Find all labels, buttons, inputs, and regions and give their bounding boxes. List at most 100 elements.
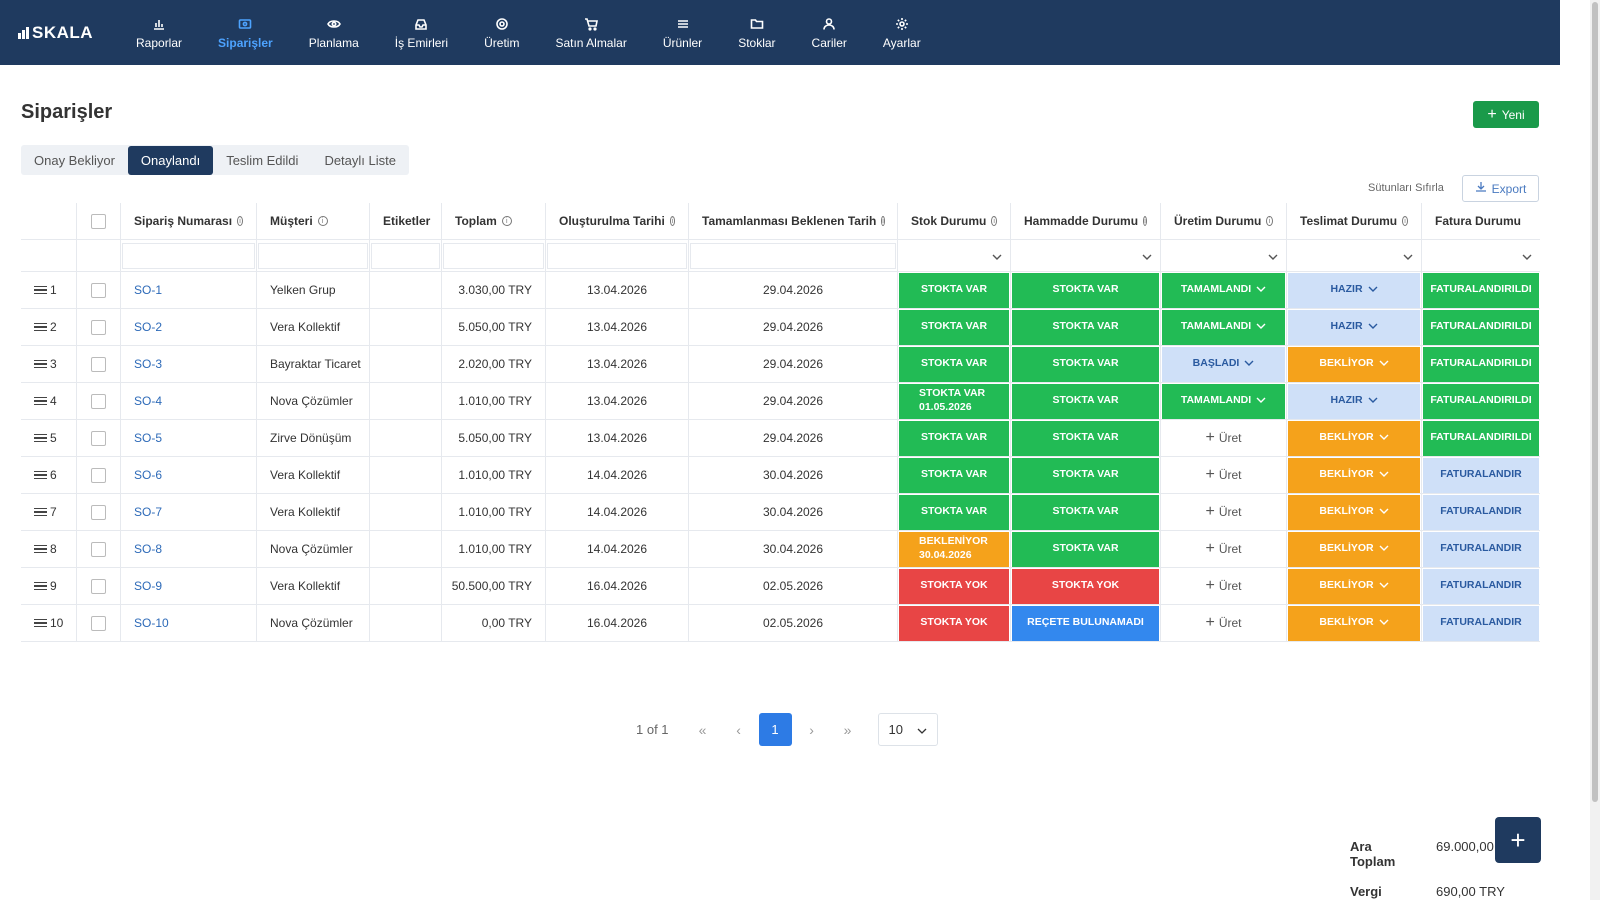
order-link[interactable]: SO-6: [134, 468, 163, 482]
filter-expected[interactable]: [689, 240, 898, 271]
order-link[interactable]: SO-3: [134, 357, 163, 371]
row-checkbox[interactable]: [91, 282, 106, 298]
delivery-status-badge[interactable]: BEKLİYOR: [1288, 568, 1420, 604]
nav-item-folder[interactable]: Stoklar: [720, 0, 793, 65]
export-button[interactable]: Export: [1462, 175, 1539, 202]
delivery-status-badge[interactable]: BEKLİYOR: [1288, 531, 1420, 567]
produce-button[interactable]: + Üret: [1205, 541, 1241, 557]
info-icon[interactable]: i: [669, 216, 675, 226]
info-icon[interactable]: i: [991, 216, 997, 226]
filter-created[interactable]: [546, 240, 689, 271]
filter-stock[interactable]: [898, 240, 1011, 271]
column-header-delivery[interactable]: Teslimat Durumu i: [1287, 203, 1422, 239]
order-link[interactable]: SO-5: [134, 431, 163, 445]
filter-production[interactable]: [1161, 240, 1287, 271]
row-checkbox[interactable]: [91, 319, 106, 335]
delivery-status-badge[interactable]: BEKLİYOR: [1288, 346, 1420, 382]
column-header-customer[interactable]: Müşteri i: [257, 203, 370, 239]
delivery-status-badge[interactable]: BEKLİYOR: [1288, 605, 1420, 641]
select-all-checkbox[interactable]: [91, 213, 106, 229]
delivery-status-badge[interactable]: HAZIR: [1288, 383, 1420, 419]
produce-button[interactable]: + Üret: [1205, 504, 1241, 520]
table-row[interactable]: 3 SO-3 Bayraktar Ticaret 2.020,00 TRY 13.04.…: [21, 346, 1540, 383]
next-page-button[interactable]: ›: [809, 721, 814, 738]
filter-delivery[interactable]: [1287, 240, 1422, 271]
drag-handle[interactable]: 6: [34, 468, 57, 482]
column-header-total[interactable]: Toplam i: [442, 203, 546, 239]
nav-item-chart[interactable]: Raporlar: [118, 0, 200, 65]
produce-button[interactable]: + Üret: [1205, 615, 1241, 631]
drag-handle[interactable]: 8: [34, 542, 57, 556]
table-row[interactable]: 5 SO-5 Zirve Dönüşüm 5.050,00 TRY 13.04.2026…: [21, 420, 1540, 457]
tab-2[interactable]: Teslim Edildi: [226, 152, 299, 168]
last-page-button[interactable]: »: [843, 721, 852, 738]
drag-handle[interactable]: 7: [34, 505, 57, 519]
order-link[interactable]: SO-7: [134, 505, 163, 519]
production-status-badge[interactable]: TAMAMLANDI: [1162, 383, 1285, 419]
nav-item-eye[interactable]: Planlama: [291, 0, 377, 65]
row-checkbox[interactable]: [91, 393, 106, 409]
drag-handle[interactable]: 9: [34, 579, 57, 593]
column-header-tags[interactable]: Etiketler: [370, 203, 442, 239]
table-row[interactable]: 6 SO-6 Vera Kollektif 1.010,00 TRY 14.04.202…: [21, 457, 1540, 494]
info-icon[interactable]: i: [1402, 216, 1408, 226]
new-order-button[interactable]: + Yeni: [1473, 101, 1539, 128]
nav-item-settings[interactable]: Ayarlar: [865, 0, 939, 65]
table-row[interactable]: 1 SO-1 Yelken Grup 3.030,00 TRY 13.04.2026 29…: [21, 272, 1540, 309]
row-checkbox[interactable]: [91, 430, 106, 446]
column-header-stock[interactable]: Stok Durumu i: [898, 203, 1011, 239]
column-header-created[interactable]: Oluşturulma Tarihi i: [546, 203, 689, 239]
info-icon[interactable]: i: [881, 216, 885, 226]
filter-input[interactable]: [258, 242, 368, 269]
delivery-status-badge[interactable]: BEKLİYOR: [1288, 494, 1420, 530]
filter-order_no[interactable]: [121, 240, 257, 271]
column-header-order_no[interactable]: Sipariş Numarası i: [121, 203, 257, 239]
delivery-status-badge[interactable]: BEKLİYOR: [1288, 457, 1420, 493]
nav-item-inbox[interactable]: İş Emirleri: [377, 0, 466, 65]
filter-total[interactable]: [442, 240, 546, 271]
row-checkbox[interactable]: [91, 356, 106, 372]
filter-input[interactable]: [371, 242, 440, 269]
filter-input[interactable]: [690, 242, 896, 269]
order-link[interactable]: SO-10: [134, 616, 169, 630]
first-page-button[interactable]: «: [698, 721, 707, 738]
drag-handle[interactable]: 4: [34, 394, 57, 408]
production-status-badge[interactable]: TAMAMLANDI: [1162, 272, 1285, 308]
filter-input[interactable]: [547, 242, 687, 269]
drag-handle[interactable]: 1: [34, 283, 57, 297]
row-checkbox[interactable]: [91, 615, 106, 631]
drag-handle[interactable]: 2: [34, 320, 57, 334]
drag-handle[interactable]: 5: [34, 431, 57, 445]
tab-3[interactable]: Detaylı Liste: [324, 152, 396, 168]
delivery-status-badge[interactable]: BEKLİYOR: [1288, 420, 1420, 456]
produce-button[interactable]: + Üret: [1205, 578, 1241, 594]
order-link[interactable]: SO-2: [134, 320, 163, 334]
filter-material[interactable]: [1011, 240, 1161, 271]
filter-input[interactable]: [122, 242, 255, 269]
filter-customer[interactable]: [257, 240, 370, 271]
table-row[interactable]: 4 SO-4 Nova Çözümler 1.010,00 TRY 13.04.2026…: [21, 383, 1540, 420]
nav-item-list[interactable]: Ürünler: [645, 0, 720, 65]
scrollbar-thumb[interactable]: [1592, 2, 1598, 802]
produce-button[interactable]: + Üret: [1205, 467, 1241, 483]
reset-columns-link[interactable]: Sütunları Sıfırla: [1368, 182, 1444, 194]
delivery-status-badge[interactable]: HAZIR: [1288, 272, 1420, 308]
order-link[interactable]: SO-8: [134, 542, 163, 556]
page-scrollbar[interactable]: [1590, 0, 1600, 900]
nav-item-orders[interactable]: Siparişler: [200, 0, 291, 65]
column-header-production[interactable]: Üretim Durumu i: [1161, 203, 1287, 239]
page-button-current[interactable]: 1: [758, 713, 792, 746]
nav-item-user[interactable]: Cariler: [794, 0, 865, 65]
info-icon[interactable]: i: [1266, 216, 1273, 226]
info-icon[interactable]: i: [317, 216, 328, 226]
row-checkbox[interactable]: [91, 541, 106, 557]
row-checkbox[interactable]: [91, 578, 106, 594]
tab-1[interactable]: Onaylandı: [127, 145, 214, 175]
production-status-badge[interactable]: BAŞLADI: [1162, 346, 1285, 382]
drag-handle[interactable]: 10: [34, 616, 63, 630]
filter-invoice[interactable]: [1422, 240, 1540, 271]
order-link[interactable]: SO-1: [134, 283, 163, 297]
nav-item-gear[interactable]: Üretim: [466, 0, 537, 65]
table-row[interactable]: 9 SO-9 Vera Kollektif 50.500,00 TRY 16.04.20…: [21, 568, 1540, 605]
filter-input[interactable]: [443, 242, 544, 269]
